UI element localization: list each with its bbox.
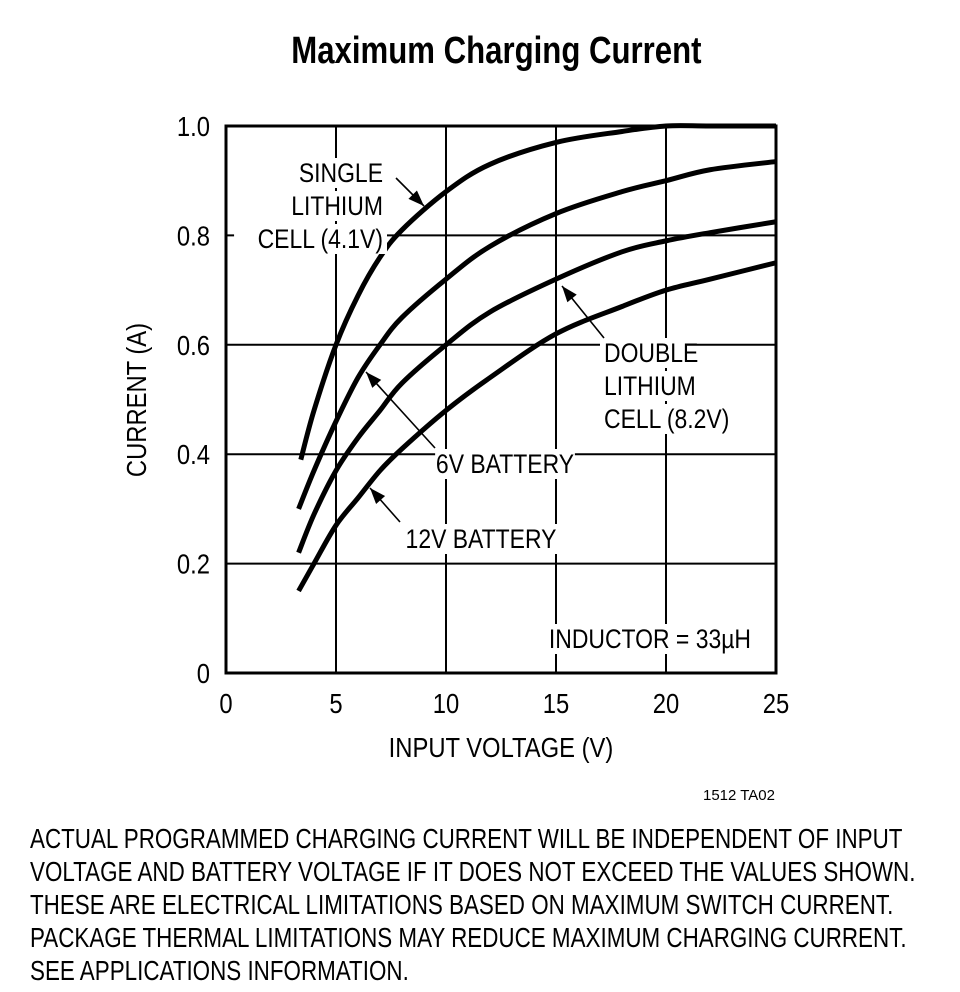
svg-text:LITHIUM: LITHIUM — [291, 191, 383, 221]
svg-text:LITHIUM: LITHIUM — [604, 371, 696, 401]
y-tick-label: 0.2 — [177, 548, 210, 580]
x-axis-label: INPUT VOLTAGE (V) — [389, 731, 614, 763]
arrow-icon — [365, 371, 436, 449]
x-tick-label: 5 — [329, 687, 342, 719]
arrow-icon — [395, 177, 425, 207]
y-axis-label: CURRENT (A) — [120, 323, 152, 477]
annotation-inductor: INDUCTOR = 33µH — [549, 624, 755, 654]
svg-text:CELL (8.2V): CELL (8.2V) — [604, 404, 729, 434]
svg-text:6V BATTERY: 6V BATTERY — [436, 449, 574, 479]
svg-text:CELL (4.1V): CELL (4.1V) — [258, 224, 383, 254]
figure-id: 1512 TA02 — [703, 787, 775, 804]
tick-labels: 0 5 10 15 20 25 0 0.2 0.4 0.6 0.8 1.0 — [177, 110, 789, 719]
svg-text:INDUCTOR = 33µH: INDUCTOR = 33µH — [549, 624, 751, 654]
x-tick-label: 0 — [219, 687, 232, 719]
svg-text:DOUBLE: DOUBLE — [604, 338, 698, 368]
x-tick-label: 10 — [433, 687, 459, 719]
label-12v-battery: 12V BATTERY — [404, 524, 558, 554]
svg-text:SINGLE: SINGLE — [299, 158, 383, 188]
footnote-line: VOLTAGE AND BATTERY VOLTAGE IF IT DOES N… — [30, 856, 916, 887]
series-line — [296, 159, 777, 510]
chart-title: Maximum Charging Current — [86, 30, 906, 73]
y-tick-label: 0.8 — [177, 220, 210, 252]
plot-frame — [224, 124, 778, 675]
x-tick-label: 15 — [543, 687, 569, 719]
footnote-line: ACTUAL PROGRAMMED CHARGING CURRENT WILL … — [30, 823, 903, 854]
series-line — [296, 260, 777, 593]
footnote: ACTUAL PROGRAMMED CHARGING CURRENT WILL … — [30, 822, 915, 987]
y-tick-label: 0 — [197, 657, 210, 689]
chart-title-text: Maximum Charging Current — [291, 30, 702, 72]
x-tick-label: 20 — [653, 687, 679, 719]
y-tick-label: 1.0 — [177, 110, 210, 142]
svg-text:12V BATTERY: 12V BATTERY — [406, 524, 557, 554]
arrow-icon — [561, 285, 605, 339]
footnote-line: PACKAGE THERMAL LIMITATIONS MAY REDUCE M… — [30, 922, 907, 953]
y-tick-label: 0.4 — [177, 438, 210, 470]
label-6v-battery: 6V BATTERY — [435, 449, 575, 479]
arrow-icon — [369, 487, 401, 523]
footnote-line: SEE APPLICATIONS INFORMATION. — [30, 955, 409, 986]
y-tick-label: 0.6 — [177, 329, 210, 361]
footnote-line: THESE ARE ELECTRICAL LIMITATIONS BASED O… — [30, 889, 894, 920]
series-line — [296, 219, 777, 554]
x-tick-label: 25 — [763, 687, 789, 719]
